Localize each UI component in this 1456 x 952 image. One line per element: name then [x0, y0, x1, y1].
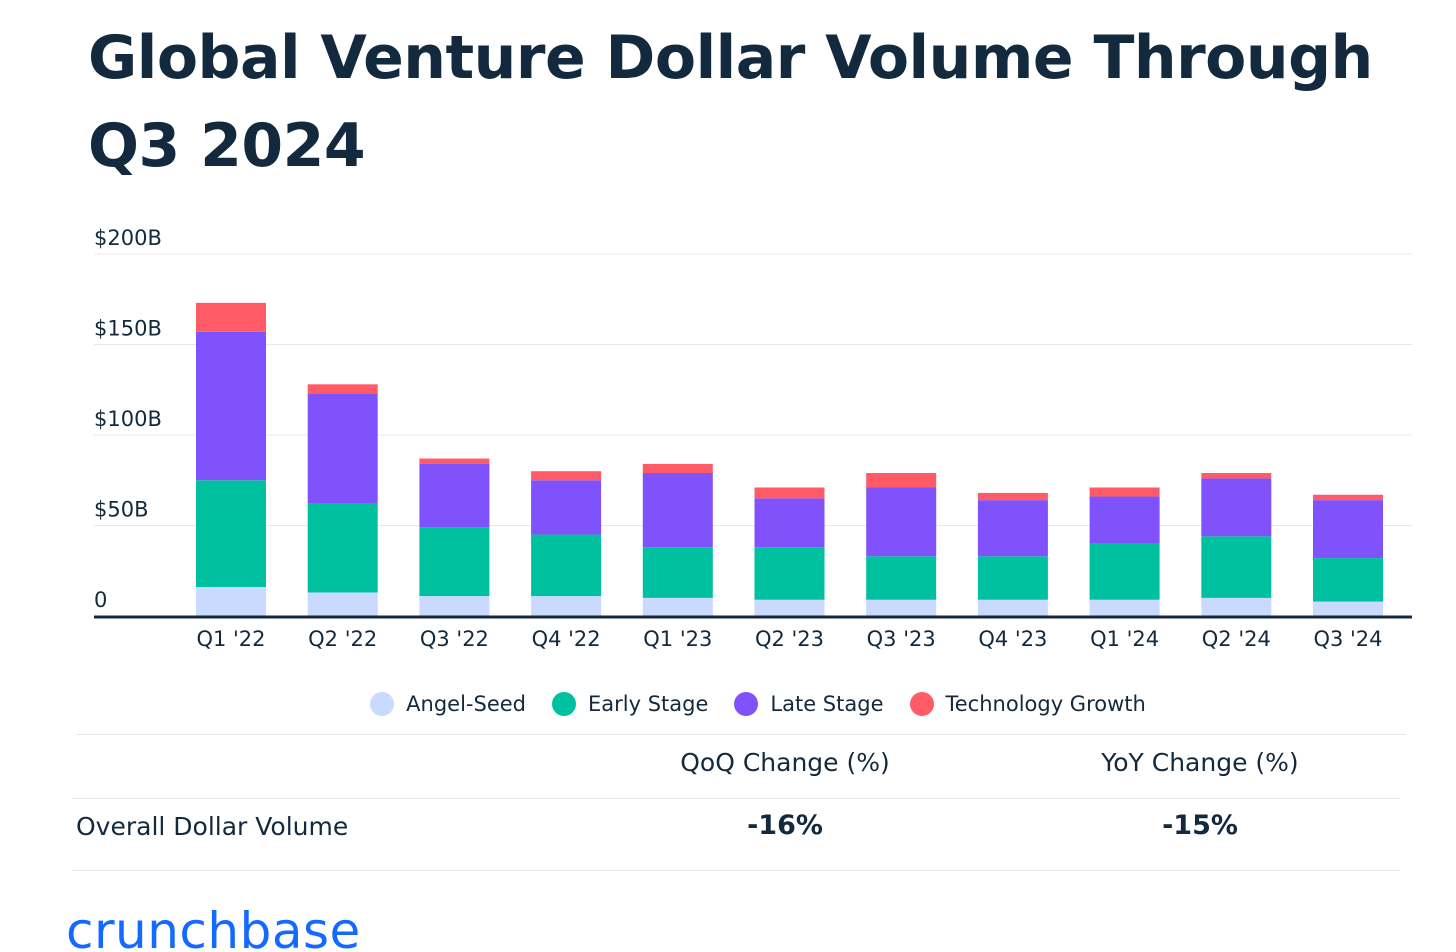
bar-segment: [196, 331, 266, 481]
bar-segment: [642, 547, 713, 598]
bar-segment: [977, 500, 1048, 557]
x-tick-label: Q3 '22: [420, 627, 489, 651]
stacked-bar-chart: 0$50B$100B$150B$200B Q1 '22 Q2 '22 Q3 '22 Q…: [94, 226, 1412, 651]
legend-swatch: [370, 692, 395, 716]
bar-segment: [196, 480, 266, 588]
legend-swatch: [552, 692, 576, 716]
legend-item: Angel-Seed: [370, 692, 526, 716]
x-tick-label: Q2 '22: [308, 627, 377, 651]
bar-segment: [866, 556, 937, 600]
y-tick-label: 0: [94, 588, 107, 612]
bar-segment: [531, 596, 602, 616]
bar-segment: [531, 480, 602, 535]
bar-segment: [1201, 478, 1272, 537]
bar-segment: [977, 599, 1048, 616]
y-tick-label: $200B: [94, 226, 162, 250]
x-tick-label: Q3 '24: [1313, 627, 1382, 651]
x-tick-label: Q4 '22: [532, 627, 601, 651]
bar-segment: [1089, 599, 1160, 616]
bar-segment: [419, 527, 490, 597]
bar-segment: [1313, 500, 1383, 559]
table-rule-middle: [72, 798, 1400, 799]
y-tick-label: $50B: [94, 498, 149, 522]
bar-segment: [307, 393, 378, 504]
crunchbase-logo: crunchbase: [66, 902, 361, 952]
bar-segment: [1089, 496, 1160, 544]
qoq-value: -16%: [747, 810, 823, 841]
bar-segment: [642, 473, 713, 548]
legend-swatch: [734, 692, 759, 716]
bar-segment: [866, 599, 937, 616]
x-tick-label: Q1 '22: [196, 627, 265, 651]
bar-segment: [977, 556, 1048, 600]
x-tick-label: Q3 '23: [867, 627, 936, 651]
bar-segment: [419, 596, 490, 616]
overall-dollar-volume-label: Overall Dollar Volume: [76, 812, 349, 841]
x-axis-ticks: Q1 '22 Q2 '22 Q3 '22 Q4 '22 Q1 '23 Q2 '23 Q3 '…: [94, 615, 1412, 651]
bar-segment: [307, 592, 378, 616]
x-tick-label: Q1 '23: [643, 627, 712, 651]
bar-segment: [196, 587, 266, 616]
table-rule-bottom: [72, 870, 1400, 871]
bar-segment: [754, 498, 825, 548]
chart-title: Global Venture Dollar Volume Through Q3 …: [88, 23, 1373, 181]
x-tick-label: Q1 '24: [1090, 627, 1159, 651]
legend-item: Early Stage: [552, 692, 708, 716]
bar-segment: [307, 384, 378, 394]
legend-item: Technology Growth: [909, 692, 1146, 716]
chart-legend: Angel-Seed Early Stage Late Stage Technolog…: [0, 686, 1456, 722]
bar-segment: [1313, 601, 1383, 616]
bar-segment: [754, 599, 825, 616]
bar-segment: [642, 463, 713, 474]
bars: [196, 302, 1383, 616]
legend-item: Late Stage: [734, 692, 884, 716]
bar-segment: [196, 302, 266, 332]
bar-segment: [1201, 597, 1272, 616]
bar-segment: [531, 471, 602, 481]
bar-segment: [642, 597, 713, 616]
bar-segment: [977, 492, 1048, 501]
x-tick-label: Q2 '23: [755, 627, 824, 651]
y-tick-label: $150B: [94, 317, 162, 341]
bar-segment: [1313, 558, 1383, 602]
bar-segment: [866, 473, 937, 488]
bar-segment: [1089, 543, 1160, 600]
bar-segment: [307, 503, 378, 593]
bar-segment: [419, 463, 490, 528]
bar-segment: [866, 487, 937, 557]
bar-segment: [1201, 536, 1272, 598]
bar-segment: [531, 534, 602, 597]
bar-segment: [754, 547, 825, 600]
legend-label: Early Stage: [588, 692, 709, 716]
yoy-value: -15%: [1162, 810, 1238, 841]
y-tick-label: $100B: [94, 407, 162, 431]
bar-segment: [1089, 487, 1160, 497]
bar-segment: [1313, 494, 1383, 501]
qoq-header: QoQ Change (%): [680, 748, 890, 777]
y-axis-ticks: 0 $50B $100B $150B $200B: [94, 226, 162, 612]
legend-swatch: [909, 692, 934, 716]
legend-label: Angel-Seed: [406, 692, 526, 716]
yoy-header: YoY Change (%): [1101, 748, 1299, 777]
x-tick-label: Q4 '23: [978, 627, 1047, 651]
bar-segment: [1201, 473, 1272, 479]
bar-segment: [419, 458, 490, 464]
table-rule-top: [76, 734, 1406, 735]
bar-segment: [754, 487, 825, 499]
x-tick-label: Q2 '24: [1202, 627, 1271, 651]
legend-label: Technology Growth: [945, 692, 1146, 716]
legend-label: Late Stage: [770, 692, 884, 716]
